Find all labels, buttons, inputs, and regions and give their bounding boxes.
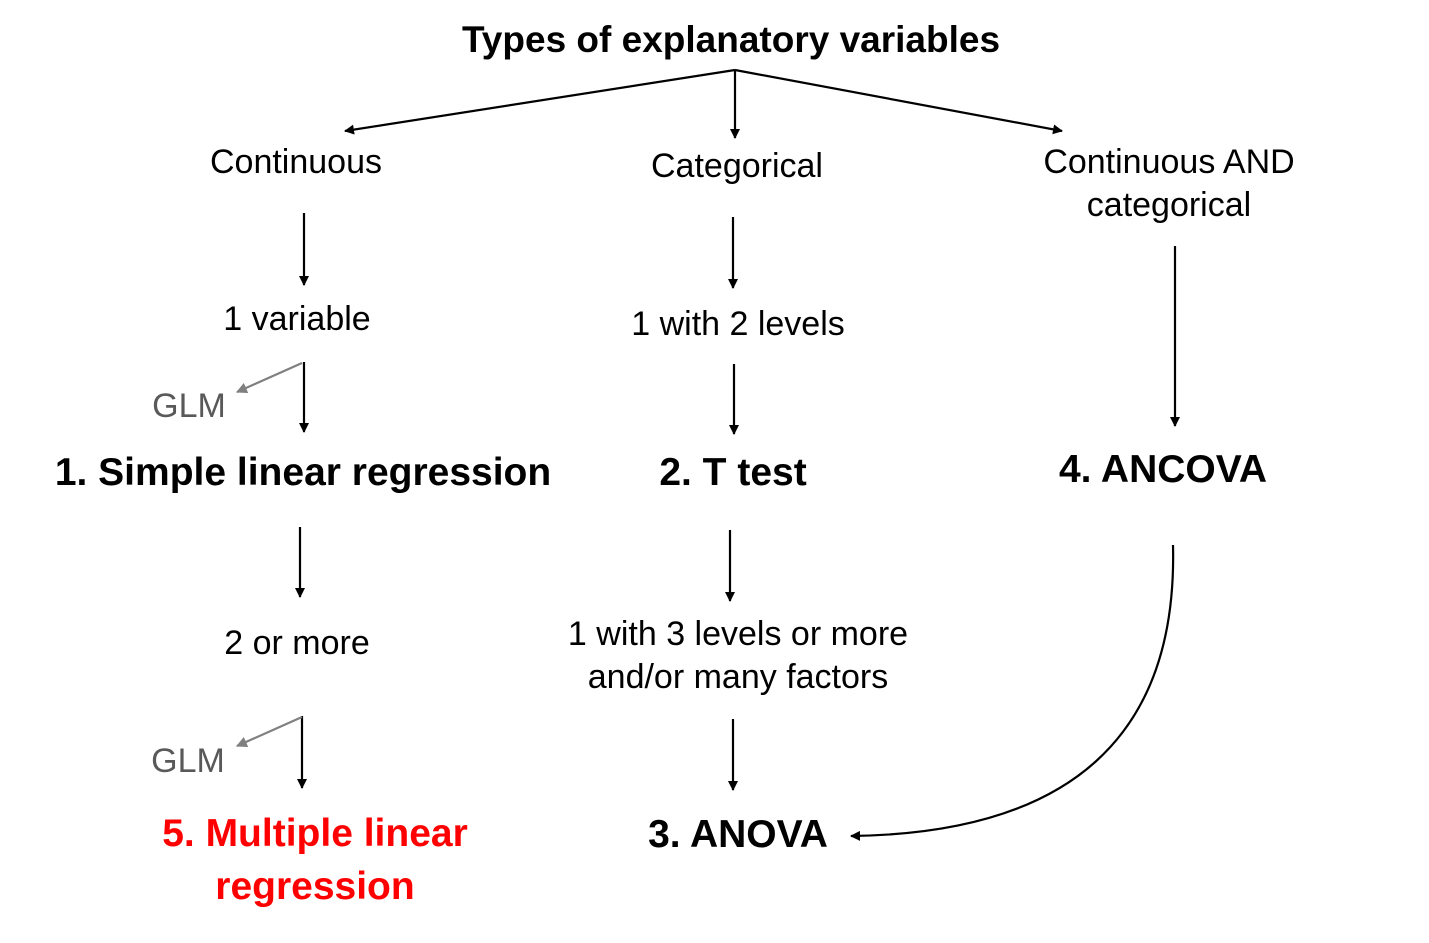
method-ancova: 4. ANCOVA [1058, 448, 1268, 491]
category-both-line1: Continuous AND [1043, 143, 1295, 181]
method-multiple-line2: regression [215, 864, 415, 908]
diagram-title: Types of explanatory variables [461, 19, 1001, 60]
condition-one-variable: 1 variable [223, 300, 371, 338]
method-multiple-line1: 5. Multiple linear [162, 812, 468, 855]
method-multiple-linear-regression: 5. Multiple linear regression [162, 808, 468, 913]
method-t-test: 2. T test [659, 451, 807, 494]
method-anova: 3. ANOVA [648, 813, 828, 856]
category-both-line2: categorical [1086, 185, 1252, 224]
glm-label-multiple: GLM [151, 742, 225, 780]
condition-one-with-two-levels: 1 with 2 levels [631, 305, 845, 343]
arrow-ancova-to-anova [850, 544, 1175, 841]
category-continuous: Continuous [209, 143, 383, 181]
glm-arrow-multiple [235, 715, 303, 748]
arrow-title-to-both [734, 68, 1063, 135]
condition-three-levels-line1: 1 with 3 levels or more [567, 615, 909, 653]
glm-label-simple: GLM [152, 387, 226, 425]
method-simple-linear-regression: 1. Simple linear regression [54, 451, 552, 494]
condition-two-or-more: 2 or more [224, 624, 370, 662]
arrow-title-to-continuous [344, 68, 736, 135]
condition-three-levels-line2: and/or many factors [587, 657, 889, 696]
glm-arrow-simple [235, 361, 303, 394]
condition-three-levels-or-more: 1 with 3 levels or more and/or many fact… [568, 613, 908, 698]
category-continuous-and-categorical: Continuous AND categorical [1043, 141, 1294, 226]
category-categorical: Categorical [651, 147, 823, 185]
